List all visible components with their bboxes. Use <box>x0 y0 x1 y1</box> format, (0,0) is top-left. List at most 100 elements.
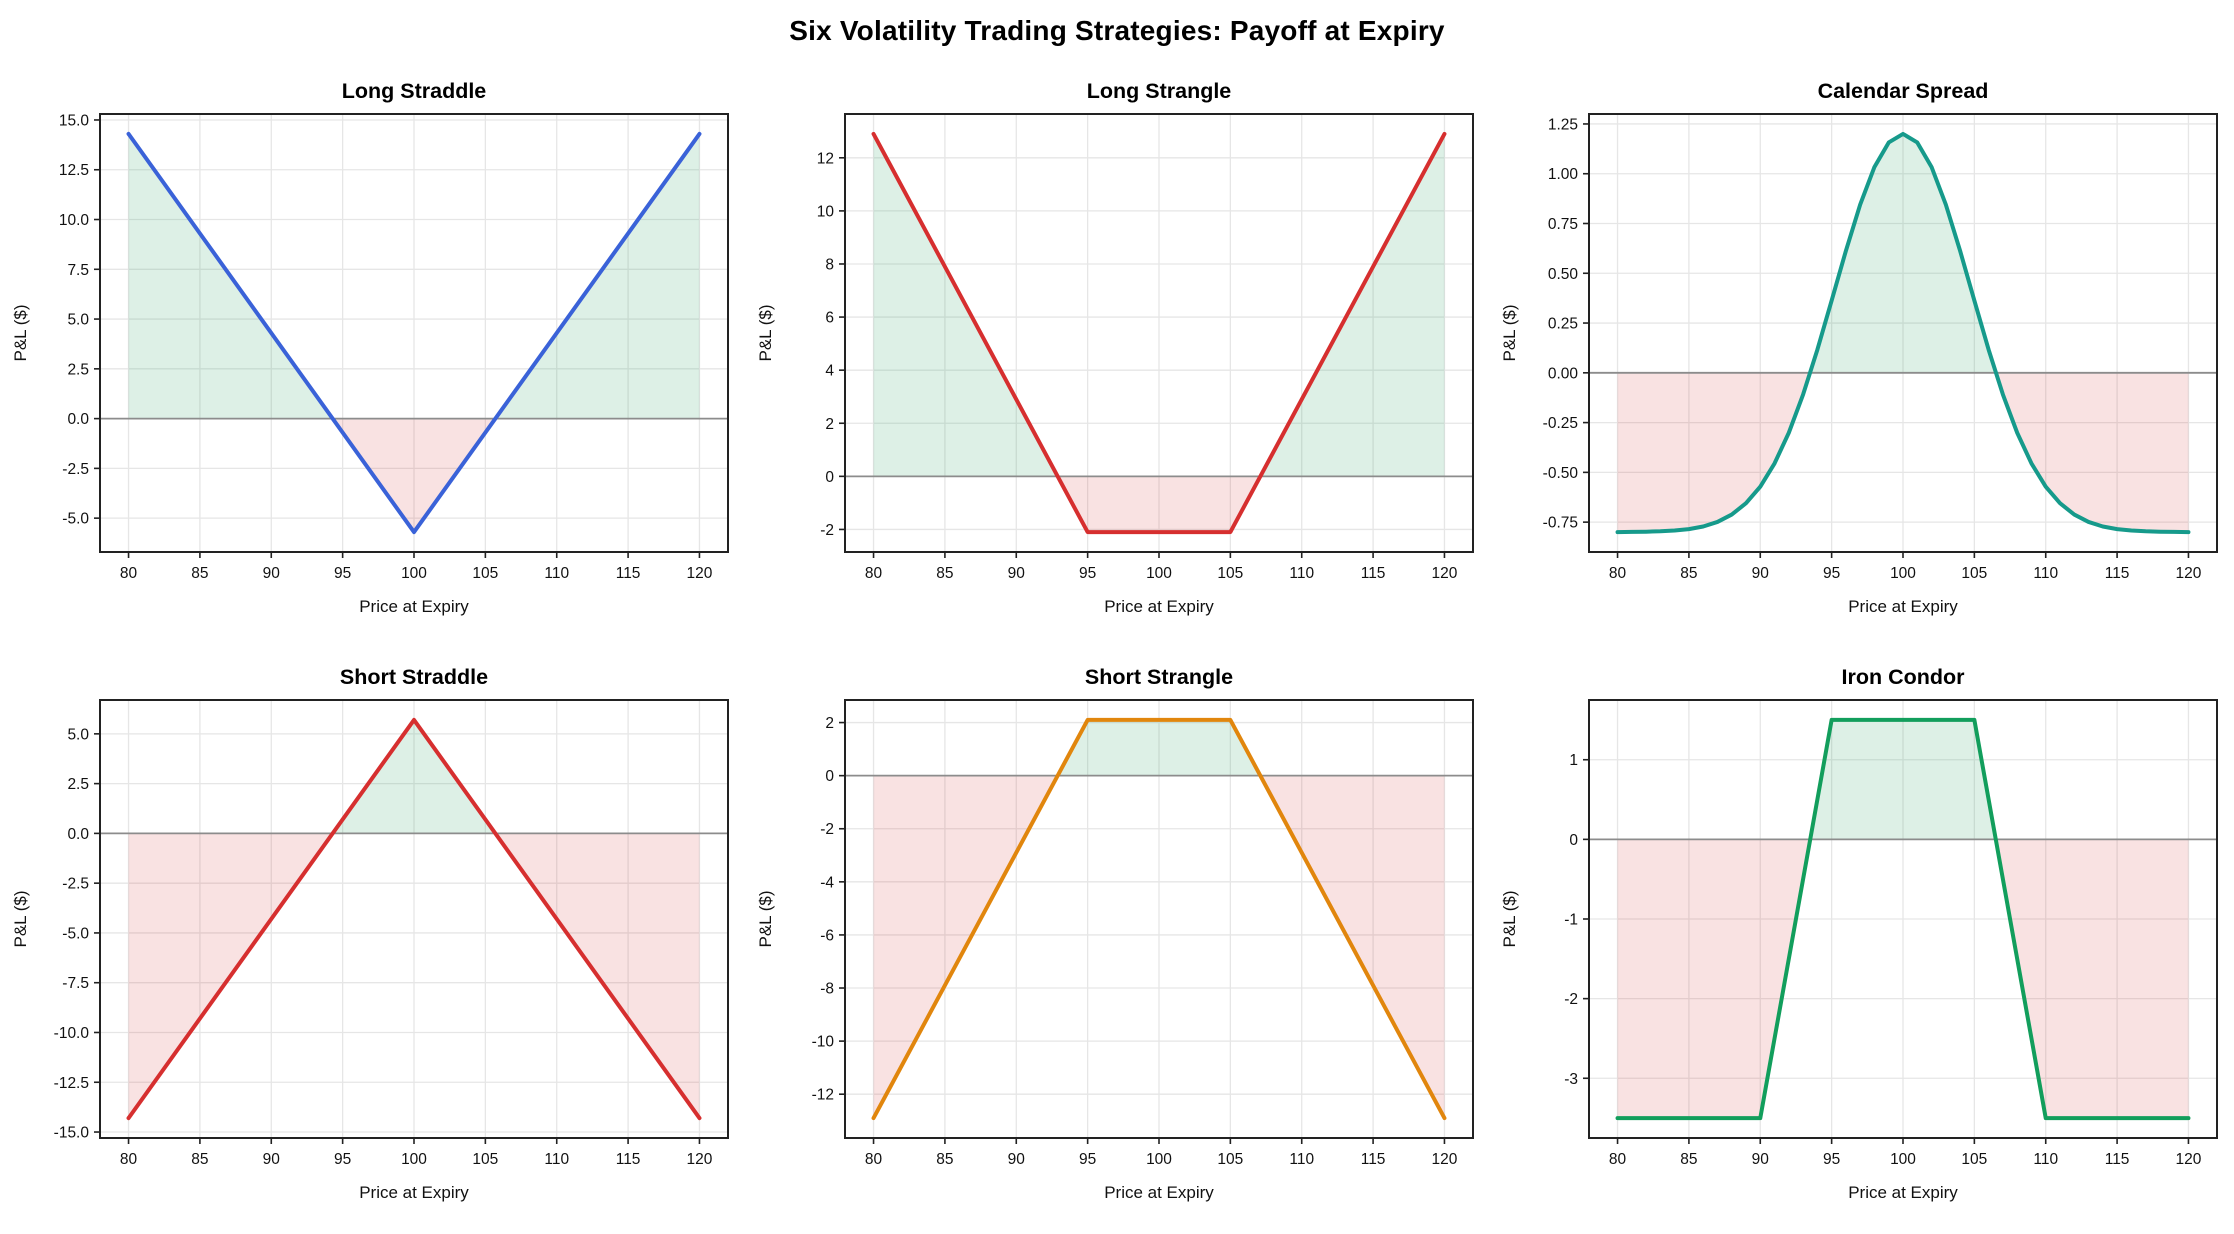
x-tick-label: 80 <box>1609 1151 1627 1168</box>
y-tick-label: 1 <box>1570 752 1579 769</box>
y-tick-label: 0 <box>1570 832 1579 849</box>
loss-fill <box>1996 372 2189 533</box>
x-tick-label: 80 <box>865 565 883 582</box>
payoff-line <box>1615 131 2191 535</box>
subplot-title: Short Strangle <box>1085 665 1233 689</box>
y-tick-label: 1.00 <box>1548 166 1579 183</box>
subplot-cell-long-strangle: 80 85 90 95 100 105 110 115 120 -2 0 2 4 6 8 10 12 Long … <box>745 62 1489 648</box>
y-axis-label: P&L ($) <box>11 890 30 947</box>
x-tick-label: 105 <box>472 565 498 582</box>
x-tick-label: 95 <box>334 1151 351 1168</box>
x-tick-label: 120 <box>1431 565 1457 582</box>
x-tick-label: 100 <box>401 1151 427 1168</box>
x-tick-label: 110 <box>544 565 569 582</box>
y-tick-label: -0.25 <box>1543 415 1578 432</box>
x-tick-label: 90 <box>1752 1151 1770 1168</box>
x-tick-label: 95 <box>1823 565 1840 582</box>
y-tick-label: -12.5 <box>54 1075 89 1092</box>
y-tick-label: -2 <box>820 821 834 838</box>
subplot-title: Calendar Spread <box>1818 79 1989 103</box>
y-tick-label: 5.0 <box>67 726 89 743</box>
y-tick-label: 0 <box>825 469 834 486</box>
payoff-line <box>871 131 1447 535</box>
x-axis-label: Price at Expiry <box>1104 1183 1214 1202</box>
x-tick-label: 85 <box>936 1151 953 1168</box>
y-tick-label: -2.5 <box>62 461 89 478</box>
x-tick-label: 90 <box>263 1151 281 1168</box>
y-tick-label: 0.00 <box>1548 365 1579 382</box>
x-tick-label: 115 <box>616 565 641 582</box>
y-axis-label: P&L ($) <box>1500 890 1519 947</box>
subplot-title: Long Straddle <box>342 79 487 103</box>
subplot-long-straddle: 80 85 90 95 100 105 110 115 120 -5.0 -2.5 0.0 2.5 5.0… <box>11 79 729 616</box>
x-tick-label: 80 <box>1609 565 1627 582</box>
subplot-calendar-spread: 80 85 90 95 100 105 110 115 120 -0.75 -0.50 -0.25 0.… <box>1500 79 2219 616</box>
profit-fill <box>1810 719 1997 840</box>
plot-area: 80 85 90 95 100 105 110 115 120 -2 0 2 4 6 8 10 12 <box>816 113 1474 582</box>
loss-fill <box>1996 839 2189 1119</box>
y-tick-label: -3 <box>1565 1071 1579 1088</box>
loss-fill <box>1617 839 1811 1119</box>
subplot-short-strangle: 80 85 90 95 100 105 110 115 120-12-10-8-6-4-202 … <box>756 665 1474 1202</box>
y-tick-label: 0.50 <box>1548 266 1579 283</box>
y-tick-label: -0.50 <box>1543 465 1579 482</box>
x-tick-label: 110 <box>1289 1151 1314 1168</box>
subplot-title: Iron Condor <box>1842 665 1966 689</box>
y-tick-label: 0.25 <box>1548 316 1578 333</box>
payoff-line <box>126 131 702 535</box>
x-tick-label: 120 <box>687 1151 713 1168</box>
y-tick-label: -7.5 <box>62 975 89 992</box>
y-tick-label: 10 <box>816 203 834 220</box>
y-tick-label: -0.75 <box>1543 515 1578 532</box>
y-tick-label: 2.5 <box>67 361 89 378</box>
y-tick-label: 8 <box>825 256 834 273</box>
y-axis-label: P&L ($) <box>1500 304 1519 361</box>
y-tick-label: -12 <box>811 1087 833 1104</box>
y-tick-label: 15.0 <box>59 112 90 129</box>
y-axis-label: P&L ($) <box>11 304 30 361</box>
y-axis-label: P&L ($) <box>756 890 775 947</box>
x-axis-label: Price at Expiry <box>1849 1183 1959 1202</box>
x-tick-label: 120 <box>1431 1151 1457 1168</box>
x-tick-label: 120 <box>2176 1151 2202 1168</box>
x-axis-label: Price at Expiry <box>1849 597 1959 616</box>
x-axis-label: Price at Expiry <box>1104 597 1214 616</box>
x-tick-label: 100 <box>1890 565 1916 582</box>
y-tick-label: -10.0 <box>54 1025 90 1042</box>
y-tick-label: -2 <box>820 522 834 539</box>
loss-fill <box>332 418 496 533</box>
x-tick-label: 110 <box>2034 1151 2059 1168</box>
y-tick-label: 10.0 <box>59 212 90 229</box>
y-tick-label: 2 <box>825 715 834 732</box>
subplot-title: Long Strangle <box>1086 79 1231 103</box>
subplot-cell-short-strangle: 80 85 90 95 100 105 110 115 120 -12 -10 -8 -6 -4 -2 0 2 … <box>745 648 1489 1234</box>
x-tick-label: 110 <box>2034 565 2059 582</box>
x-tick-label: 105 <box>1217 1151 1243 1168</box>
y-tick-label: 0 <box>825 768 834 785</box>
x-tick-label: 110 <box>1289 565 1314 582</box>
y-tick-label: 5.0 <box>67 312 89 329</box>
y-tick-label: 12 <box>816 150 833 167</box>
x-tick-label: 90 <box>1007 565 1025 582</box>
y-tick-label: -10 <box>811 1034 834 1051</box>
x-axis-label: Price at Expiry <box>359 597 469 616</box>
plot-area: 80 85 90 95 100 105 110 115 120 -5.0 -2.5 0.0 2.5 5.0… <box>59 112 729 582</box>
x-axis-label: Price at Expiry <box>359 1183 469 1202</box>
y-tick-label: -6 <box>820 927 834 944</box>
loss-fill <box>1057 476 1260 533</box>
subplot-cell-short-straddle: 80 85 90 95 100 105 110 115 120 -15.0 -12.5 -10.0 -7… <box>0 648 744 1234</box>
subplot-cell-iron-condor: 80 85 90 95 100 105 110 115 120 -3 -2 -1 0 1 Iron Con… <box>1489 648 2233 1234</box>
subplot-cell-calendar-spread: 80 85 90 95 100 105 110 115 120 -0.75 -0.50 -0.25 0.… <box>1489 62 2233 648</box>
y-tick-label: -15.0 <box>54 1125 90 1142</box>
plot-area: 80 85 90 95 100 105 110 115 120 -12 -10 -8 -6 -4 -2 0 2 <box>811 699 1474 1168</box>
x-tick-label: 90 <box>263 565 281 582</box>
subplot-iron-condor: 80 85 90 95 100 105 110 115 120 -3 -2 -1 0 1 Iron Con… <box>1500 665 2219 1202</box>
y-tick-label: 4 <box>825 363 834 380</box>
y-tick-label: 2.5 <box>67 776 89 793</box>
loss-fill <box>128 833 333 1119</box>
x-tick-label: 100 <box>1146 1151 1172 1168</box>
y-tick-label: 0.75 <box>1548 216 1578 233</box>
plot-area: 80 85 90 95 100 105 110 115 120 -3 -2 -1 0 1 <box>1565 699 2219 1168</box>
x-tick-label: 115 <box>2105 1151 2130 1168</box>
